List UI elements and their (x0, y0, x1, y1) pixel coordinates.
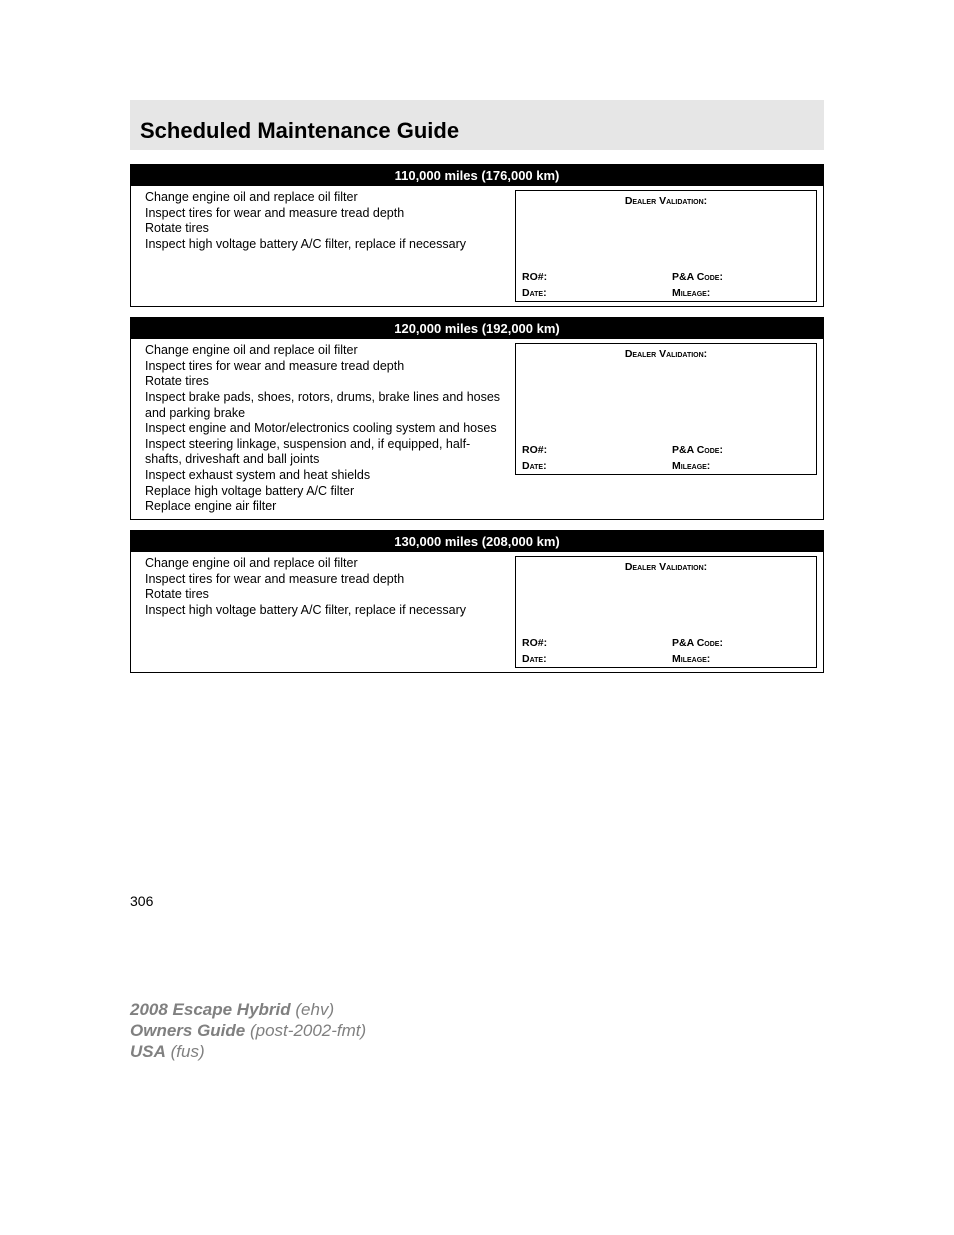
footer-region-code: (fus) (171, 1042, 205, 1061)
page-title-block: Scheduled Maintenance Guide (130, 100, 824, 150)
date-label: Date: (522, 287, 672, 299)
validation-row: RO#:P&A Code: (516, 269, 828, 285)
section-header: 120,000 miles (192,000 km) (131, 318, 823, 339)
section-body: Change engine oil and replace oil filter… (131, 552, 823, 672)
mileage-label: Mileage: (672, 653, 822, 665)
dealer-validation-label: Dealer Validation: (516, 557, 816, 635)
footer-line-2: Owners Guide (post-2002-fmt) (130, 1020, 824, 1041)
maintenance-section: 120,000 miles (192,000 km) Change engine … (130, 317, 824, 520)
date-label: Date: (522, 460, 672, 472)
footer-guide-code: (post-2002-fmt) (250, 1021, 366, 1040)
task-item: Inspect exhaust system and heat shields (145, 468, 505, 484)
task-item: Inspect high voltage battery A/C filter,… (145, 603, 505, 619)
task-list: Change engine oil and replace oil filter… (145, 343, 515, 515)
dealer-validation-label: Dealer Validation: (516, 344, 816, 442)
footer-line-3: USA (fus) (130, 1041, 824, 1062)
dealer-validation-label: Dealer Validation: (516, 191, 816, 269)
task-list: Change engine oil and replace oil filter… (145, 556, 515, 668)
pa-code-label: P&A Code: (672, 637, 822, 649)
task-item: Inspect brake pads, shoes, rotors, drums… (145, 390, 505, 421)
footer: 2008 Escape Hybrid (ehv) Owners Guide (p… (130, 999, 824, 1063)
section-body: Change engine oil and replace oil filter… (131, 186, 823, 306)
section-header: 130,000 miles (208,000 km) (131, 531, 823, 552)
footer-model: 2008 Escape Hybrid (130, 1000, 291, 1019)
task-item: Inspect steering linkage, suspension and… (145, 437, 505, 468)
validation-row: Date:Mileage: (516, 651, 828, 667)
task-item: Rotate tires (145, 221, 505, 237)
dealer-validation-box: Dealer Validation:RO#:P&A Code:Date:Mile… (515, 190, 817, 302)
validation-row: Date:Mileage: (516, 285, 828, 301)
task-item: Replace high voltage battery A/C filter (145, 484, 505, 500)
pa-code-label: P&A Code: (672, 444, 822, 456)
ro-label: RO#: (522, 271, 672, 283)
task-item: Inspect tires for wear and measure tread… (145, 359, 505, 375)
section-body: Change engine oil and replace oil filter… (131, 339, 823, 519)
validation-row: Date:Mileage: (516, 458, 828, 474)
task-item: Inspect high voltage battery A/C filter,… (145, 237, 505, 253)
task-item: Inspect tires for wear and measure tread… (145, 206, 505, 222)
maintenance-section: 110,000 miles (176,000 km) Change engine … (130, 164, 824, 307)
task-item: Inspect engine and Motor/electronics coo… (145, 421, 505, 437)
date-label: Date: (522, 653, 672, 665)
footer-region: USA (130, 1042, 166, 1061)
sections-container: 110,000 miles (176,000 km) Change engine … (130, 164, 824, 673)
task-item: Change engine oil and replace oil filter (145, 556, 505, 572)
task-item: Inspect tires for wear and measure tread… (145, 572, 505, 588)
ro-label: RO#: (522, 444, 672, 456)
task-item: Rotate tires (145, 587, 505, 603)
validation-row: RO#:P&A Code: (516, 635, 828, 651)
task-item: Change engine oil and replace oil filter (145, 190, 505, 206)
page-title: Scheduled Maintenance Guide (140, 118, 459, 143)
dealer-validation-box: Dealer Validation:RO#:P&A Code:Date:Mile… (515, 343, 817, 475)
footer-line-1: 2008 Escape Hybrid (ehv) (130, 999, 824, 1020)
footer-model-code: (ehv) (295, 1000, 334, 1019)
mileage-label: Mileage: (672, 460, 822, 472)
footer-guide: Owners Guide (130, 1021, 245, 1040)
task-item: Replace engine air filter (145, 499, 505, 515)
section-header: 110,000 miles (176,000 km) (131, 165, 823, 186)
pa-code-label: P&A Code: (672, 271, 822, 283)
ro-label: RO#: (522, 637, 672, 649)
task-list: Change engine oil and replace oil filter… (145, 190, 515, 302)
task-item: Rotate tires (145, 374, 505, 390)
validation-row: RO#:P&A Code: (516, 442, 828, 458)
page-number: 306 (130, 893, 824, 909)
task-item: Change engine oil and replace oil filter (145, 343, 505, 359)
maintenance-section: 130,000 miles (208,000 km) Change engine … (130, 530, 824, 673)
dealer-validation-box: Dealer Validation:RO#:P&A Code:Date:Mile… (515, 556, 817, 668)
mileage-label: Mileage: (672, 287, 822, 299)
